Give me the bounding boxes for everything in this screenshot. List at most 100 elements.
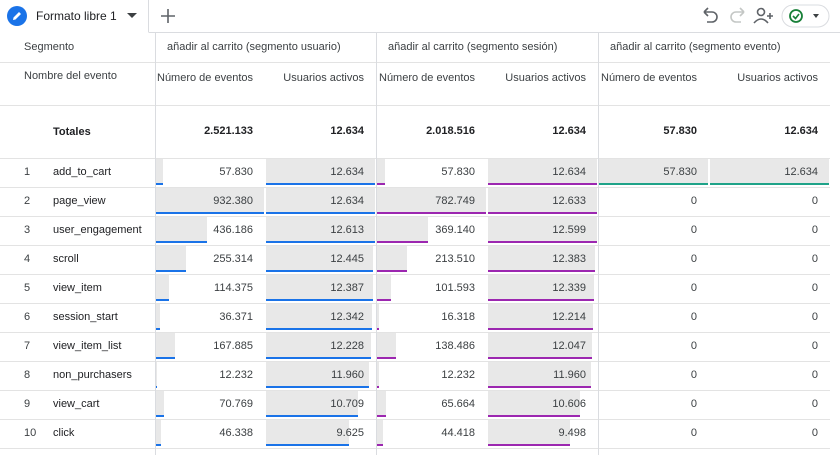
column-header: Número de eventos: [157, 72, 253, 84]
cell-bar: [156, 275, 170, 300]
cell-bar: [156, 304, 161, 329]
cell-bar: [488, 333, 592, 358]
cell-value: 70.769: [219, 397, 253, 410]
column-header: Usuarios activos: [283, 72, 364, 84]
event-name: add_to_cart: [53, 166, 112, 178]
cell-value: 12.613: [330, 223, 364, 236]
cell-bar: [156, 333, 176, 358]
add-tab[interactable]: [160, 8, 176, 24]
cell-bar: [488, 188, 597, 213]
cell-value: 12.599: [552, 223, 586, 236]
total-value: 12.634: [784, 124, 818, 137]
row-index: 10: [24, 427, 37, 439]
cell-value: 0: [690, 368, 697, 381]
cell-value: 0: [811, 252, 818, 265]
event-name: session_start: [53, 311, 118, 323]
tab-menu-arrow[interactable]: [127, 12, 137, 20]
cell-bar-underline: [266, 328, 373, 330]
cell-value: 213.510: [435, 252, 475, 265]
cell-bar: [266, 275, 373, 300]
cell-bar: [488, 420, 570, 445]
cell-bar: [377, 217, 429, 242]
cell-bar-underline: [266, 270, 374, 272]
cell-value: 0: [690, 397, 697, 410]
cell-bar: [266, 188, 375, 213]
column-header: Usuarios activos: [505, 72, 586, 84]
cell-value: 10.606: [552, 397, 586, 410]
cell-value: 9.498: [558, 426, 586, 439]
share[interactable]: [753, 7, 773, 24]
cell-value: 12.342: [330, 310, 364, 323]
row-divider: [0, 448, 830, 449]
row-index: 8: [24, 369, 31, 381]
cell-bar: [488, 362, 592, 387]
cell-bar: [377, 304, 380, 329]
undo[interactable]: [703, 7, 718, 23]
cell-value: 36.371: [219, 310, 253, 323]
row-index: 4: [24, 253, 31, 265]
cell-bar: [488, 246, 595, 271]
cell-value: 0: [690, 281, 697, 294]
cell-value: 782.749: [435, 194, 475, 207]
cell-bar-underline: [377, 386, 379, 388]
cell-value: 12.228: [330, 339, 364, 352]
cell-bar-underline: [377, 444, 384, 446]
tab[interactable]: Formato libre 1: [0, 0, 149, 33]
row-divider: [0, 361, 830, 362]
cell-bar-underline: [377, 328, 380, 330]
row-index: 7: [24, 340, 31, 352]
cell-bar-underline: [266, 241, 375, 243]
cell-bar-underline: [266, 386, 370, 388]
cell-bar-underline: [377, 357, 397, 359]
cell-value: 12.634: [784, 165, 818, 178]
cell-value: 12.634: [330, 165, 364, 178]
total-value: 2.521.133: [204, 124, 253, 137]
row-divider: [0, 187, 830, 188]
cell-bar-underline: [266, 183, 375, 185]
segment-header: Segmento: [24, 41, 75, 53]
cell-value: 0: [811, 281, 818, 294]
event-name: view_item_list: [53, 340, 122, 352]
cell-value: 0: [811, 368, 818, 381]
status-pill[interactable]: [781, 4, 830, 28]
cell-value: 11.960: [553, 368, 586, 381]
row-divider: [0, 274, 830, 275]
cell-value: 11.960: [331, 368, 364, 381]
cell-bar-underline: [377, 241, 429, 243]
cell-value: 46.338: [219, 426, 253, 439]
row-divider: [0, 419, 830, 420]
cell-value: 0: [690, 339, 697, 352]
row-index: 1: [24, 166, 31, 178]
cell-bar-underline: [377, 270, 407, 272]
totals-label: Totales: [53, 126, 91, 138]
cell-bar: [266, 159, 375, 184]
segment-name: añadir al carrito (segmento usuario): [167, 41, 341, 53]
cell-bar-underline: [488, 328, 594, 330]
cell-value: 0: [811, 339, 818, 352]
cell-bar: [488, 217, 597, 242]
cell-value: 0: [690, 252, 697, 265]
cell-bar: [377, 420, 384, 445]
cell-bar: [488, 304, 594, 329]
cell-value: 0: [811, 194, 818, 207]
cell-bar-underline: [599, 183, 708, 185]
cell-bar-underline: [488, 241, 597, 243]
row-index: 6: [24, 311, 31, 323]
cell-value: 436.186: [213, 223, 253, 236]
column-header: Número de eventos: [601, 72, 697, 84]
segment-name: añadir al carrito (segmento sesión): [388, 41, 558, 53]
cell-bar-underline: [710, 183, 829, 185]
redo[interactable]: [730, 7, 745, 23]
event-name: user_engagement: [53, 224, 142, 236]
cell-bar-underline: [488, 415, 580, 417]
cell-bar: [488, 275, 595, 300]
row-divider: [0, 303, 830, 304]
cell-bar-underline: [377, 183, 386, 185]
cell-bar-underline: [156, 386, 158, 388]
cell-value: 0: [690, 310, 697, 323]
cell-value: 57.830: [219, 165, 253, 178]
event-name: view_cart: [53, 398, 100, 410]
total-value: 2.018.516: [426, 124, 475, 137]
cell-bar: [377, 246, 407, 271]
